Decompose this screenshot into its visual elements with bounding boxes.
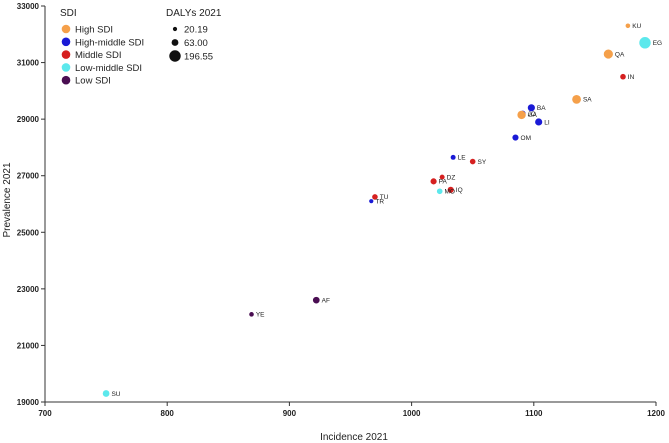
point-label: IQ [456, 187, 463, 194]
point-label: IN [628, 74, 635, 81]
y-tick-label: 23000 [17, 285, 40, 294]
point-label: KU [632, 23, 641, 30]
point-label: UA [528, 112, 538, 119]
legend-size-marker [171, 39, 179, 46]
y-tick-label: 21000 [17, 341, 40, 350]
point-label: SY [478, 159, 487, 166]
data-point [450, 154, 456, 160]
point-label: YE [256, 312, 265, 319]
legend-size-label: 20.19 [184, 25, 208, 36]
data-point [249, 312, 254, 317]
data-point [517, 110, 526, 120]
data-point [430, 178, 437, 185]
legend-size-label: 63.00 [184, 38, 208, 49]
point-label: BA [537, 105, 546, 112]
legend-size-label: 196.55 [184, 52, 213, 63]
legend-sdi-swatch [61, 37, 71, 47]
data-point [469, 158, 476, 165]
y-tick-label: 29000 [17, 115, 40, 124]
legend-sdi-label: High-middle SDI [75, 37, 144, 48]
data-point [527, 104, 535, 112]
data-point [102, 390, 110, 397]
legend-size-marker [172, 26, 178, 32]
data-point [620, 73, 626, 80]
data-point [447, 186, 454, 193]
legend-sdi-label: Low SDI [75, 76, 111, 87]
point-label: TR [375, 198, 384, 205]
x-tick-label: 700 [38, 409, 52, 418]
point-label: MO [445, 189, 455, 196]
legend-size-marker [169, 50, 181, 62]
data-point [439, 174, 445, 180]
point-label: TU [380, 194, 389, 201]
point-label: SU [111, 391, 120, 398]
x-tick-label: 800 [161, 409, 175, 418]
data-point [436, 188, 443, 195]
point-label: PA [439, 179, 448, 186]
point-label: JO [528, 111, 536, 118]
data-point [535, 118, 543, 126]
legend-size-title: DALYs 2021 [166, 8, 222, 19]
y-tick-label: 25000 [17, 228, 40, 237]
point-label: OM [521, 135, 531, 142]
legend-sdi-title: SDI [60, 8, 77, 19]
x-tick-label: 900 [283, 409, 297, 418]
legend-sdi-swatch [61, 24, 71, 34]
point-label: QA [615, 51, 625, 58]
x-axis-label: Incidence 2021 [320, 432, 388, 443]
point-label: AF [322, 297, 330, 304]
axes: 700 800 900 1000 1100 1200 19000 21000 23000 2500… [17, 2, 666, 418]
legend-sdi-swatch [61, 50, 71, 59]
point-label: EG [653, 40, 662, 47]
data-point [312, 296, 320, 304]
point-label: LE [458, 155, 467, 162]
point-label: LI [544, 119, 550, 126]
legend-sdi-swatch [61, 75, 71, 85]
y-tick-label: 31000 [17, 59, 40, 68]
point-label: SA [583, 97, 592, 104]
data-point [372, 194, 378, 200]
x-tick-label: 1100 [525, 409, 543, 418]
y-tick-label: 27000 [17, 172, 40, 181]
data-point [512, 134, 519, 141]
data-point [603, 49, 613, 59]
x-tick-label: 1000 [403, 409, 421, 418]
data-point [369, 199, 374, 204]
y-tick-label: 19000 [17, 398, 40, 407]
legend-sdi-label: Low-middle SDI [75, 63, 142, 74]
data-point [639, 37, 651, 49]
data-point [572, 94, 581, 104]
y-tick-label: 33000 [17, 2, 40, 11]
legend-sdi-label: Middle SDI [75, 50, 121, 61]
x-tick-label: 1200 [647, 409, 665, 418]
point-label: DZ [447, 174, 456, 181]
legend-sdi-label: High SDI [75, 25, 113, 36]
legend-sdi-swatch [61, 63, 71, 72]
data-point [625, 23, 631, 29]
y-axis-label: Prevalence 2021 [2, 162, 13, 237]
